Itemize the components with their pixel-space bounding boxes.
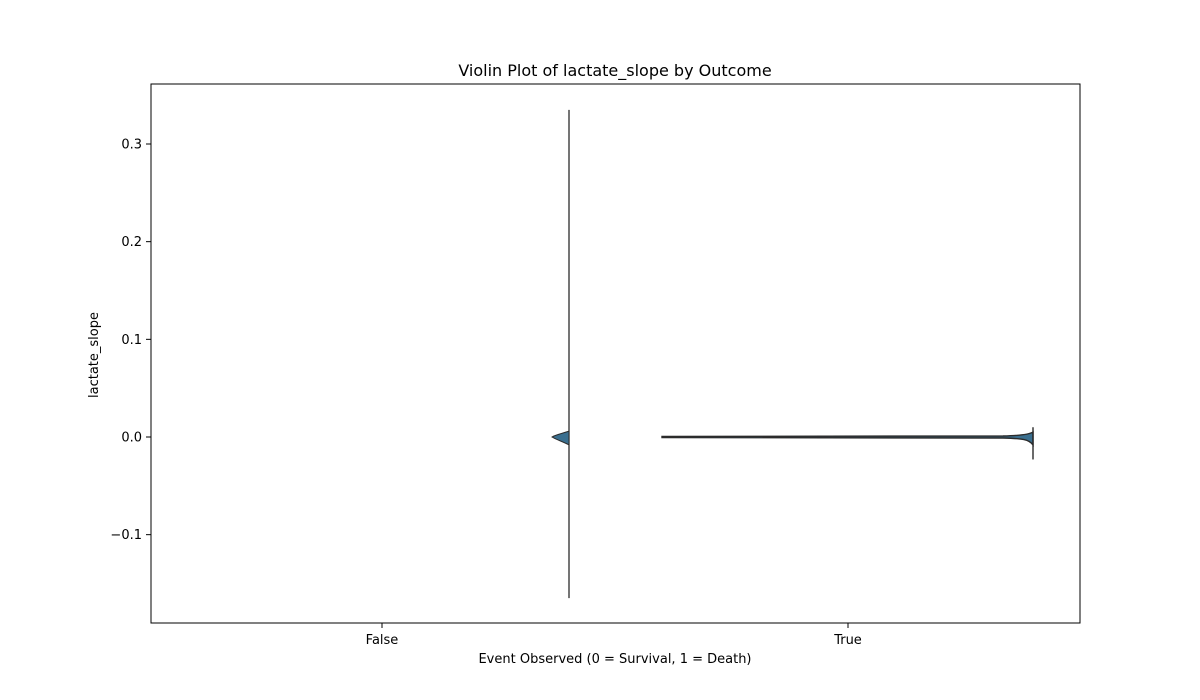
plot-frame [150,83,1081,624]
x-axis-label: Event Observed (0 = Survival, 1 = Death) [478,652,751,667]
x-tick-label: True [833,633,862,648]
y-tick-label: 0.0 [121,431,142,446]
x-axis: False True [366,623,862,648]
plot-background [151,84,1080,623]
y-axis: 0.3 0.2 0.1 0.0 −0.1 [110,138,151,543]
chart-title: Violin Plot of lactate_slope by Outcome [458,61,771,81]
y-tick-label: −0.1 [110,528,142,543]
violins-group [551,109,1034,599]
y-axis-label: lactate_slope [87,312,102,398]
y-tick-label: 0.2 [121,235,142,250]
y-tick-label: 0.3 [121,138,142,153]
x-tick-label: False [366,633,399,648]
violin-false-body [551,430,570,446]
y-tick-label: 0.1 [121,333,142,348]
